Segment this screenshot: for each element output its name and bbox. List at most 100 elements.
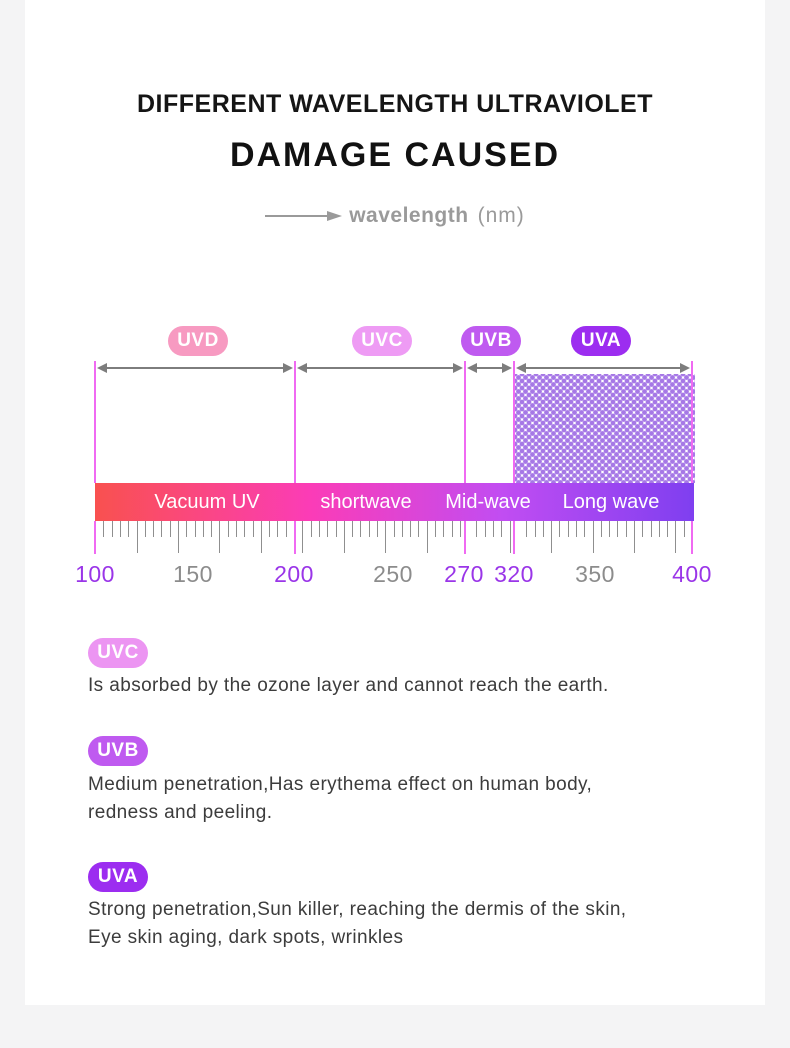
ruler-tick — [534, 521, 536, 537]
ruler-tick — [244, 521, 246, 537]
range-arrow-0 — [97, 363, 293, 373]
ruler-tick — [368, 521, 370, 537]
ruler-tick — [551, 521, 552, 553]
range-arrow-1 — [297, 363, 463, 373]
boundary-line-3 — [513, 361, 515, 483]
scale-number-400: 400 — [672, 561, 712, 587]
ruler-tick — [393, 521, 395, 537]
ruler-tick — [219, 521, 221, 553]
wavelength-axis-legend: wavelength (nm) — [25, 202, 765, 230]
uva-dotted-region — [515, 374, 695, 483]
ruler-tick — [177, 521, 179, 553]
ruler-tick — [584, 521, 586, 537]
ruler-tick — [310, 521, 312, 537]
bar-label-2: Mid-wave — [445, 491, 531, 513]
ruler-tick — [642, 521, 644, 537]
ruler-tick — [285, 521, 287, 537]
scale-number-200: 200 — [274, 561, 314, 587]
bar-label-0: Vacuum UV — [154, 491, 260, 513]
band-badge-uvd: UVD — [168, 326, 228, 356]
arrow-line — [265, 215, 328, 217]
ruler-tick — [509, 521, 511, 553]
ruler-tick — [144, 521, 146, 537]
ruler-tick-boundary-2 — [464, 521, 466, 554]
page-title-line1: DIFFERENT WAVELENGTH ULTRAVIOLET — [137, 90, 653, 118]
ruler-tick — [501, 521, 503, 537]
ruler-tick — [161, 521, 163, 537]
ruler-tick — [401, 521, 403, 537]
band-badge-uva: UVA — [571, 326, 631, 356]
ruler-tick — [169, 521, 171, 537]
uvb-description-line2: redness and peeling. — [88, 802, 273, 823]
ruler-tick — [459, 521, 461, 537]
ruler-tick — [435, 521, 436, 537]
ruler-tick — [153, 521, 154, 537]
scale-number-350: 350 — [575, 561, 615, 587]
scale-number-320: 320 — [494, 561, 534, 587]
ruler-tick — [302, 521, 304, 553]
ruler-tick — [667, 521, 669, 537]
ruler-tick — [227, 521, 229, 537]
boundary-line-2 — [464, 361, 466, 483]
bar-label-3: Long wave — [562, 491, 660, 513]
ruler-tick — [128, 521, 130, 537]
ruler-tick-boundary-3 — [513, 521, 515, 554]
ruler-tick — [567, 521, 569, 537]
ruler-tick — [277, 521, 279, 537]
ruler-tick — [236, 521, 237, 537]
ruler-tick — [542, 521, 544, 537]
axis-label: wavelength — [349, 204, 469, 227]
range-arrow-3 — [516, 363, 690, 373]
ruler-tick — [335, 521, 337, 537]
ruler-tick — [211, 521, 213, 537]
ruler-tick — [343, 521, 345, 553]
ruler-tick — [675, 521, 677, 553]
uvc-description-line1: Is absorbed by the ozone layer and canno… — [88, 675, 609, 696]
ruler-tick — [410, 521, 412, 537]
wave-gradient-bar: Vacuum UV shortwave Mid-wave Long wave — [95, 483, 694, 521]
ruler-tick — [600, 521, 602, 537]
ruler-tick — [451, 521, 453, 537]
ruler-tick — [202, 521, 204, 537]
ruler-tick — [575, 521, 577, 537]
ruler-tick-boundary-4 — [691, 521, 693, 554]
ruler-tick-boundary-1 — [294, 521, 296, 554]
ruler-tick — [484, 521, 486, 537]
page-title-line2: DAMAGE CAUSED — [229, 136, 561, 174]
ruler-tick — [119, 521, 121, 537]
ruler-tick — [194, 521, 196, 537]
ruler-tick — [426, 521, 428, 553]
ruler-tick — [634, 521, 635, 553]
ruler-tick — [318, 521, 320, 537]
ruler-tick — [252, 521, 254, 537]
ruler-tick — [617, 521, 619, 537]
ruler-tick — [111, 521, 113, 537]
ruler-tick-boundary-0 — [94, 521, 96, 554]
ruler-tick — [493, 521, 494, 537]
ruler-tick — [327, 521, 329, 537]
arrow-right-icon — [327, 211, 343, 221]
uva-description-line1: Strong penetration,Sun killer, reaching … — [88, 899, 627, 920]
uvb-description-line1: Medium penetration,Has erythema effect o… — [88, 774, 593, 795]
ruler-tick — [658, 521, 660, 537]
boundary-line-0 — [94, 361, 96, 483]
ruler-tick — [136, 521, 138, 553]
ruler-tick — [625, 521, 627, 537]
band-badge-uvb: UVB — [461, 326, 521, 356]
ruler-tick — [418, 521, 420, 537]
ruler-tick — [376, 521, 378, 537]
axis-unit: (nm) — [477, 204, 525, 227]
boundary-line-1 — [294, 361, 296, 483]
scale-number-150: 150 — [173, 561, 213, 587]
uva-description-line2: Eye skin aging, dark spots, wrinkles — [88, 927, 404, 948]
ruler-tick — [592, 521, 594, 553]
ruler-tick — [260, 521, 262, 553]
scale-number-250: 250 — [373, 561, 413, 587]
uvb-badge: UVB — [88, 736, 148, 766]
ruler-tick — [526, 521, 528, 537]
ruler-tick — [443, 521, 445, 537]
ruler-tick — [103, 521, 105, 537]
ruler-tick — [385, 521, 387, 553]
ruler-tick — [352, 521, 353, 537]
ruler-tick — [476, 521, 478, 537]
